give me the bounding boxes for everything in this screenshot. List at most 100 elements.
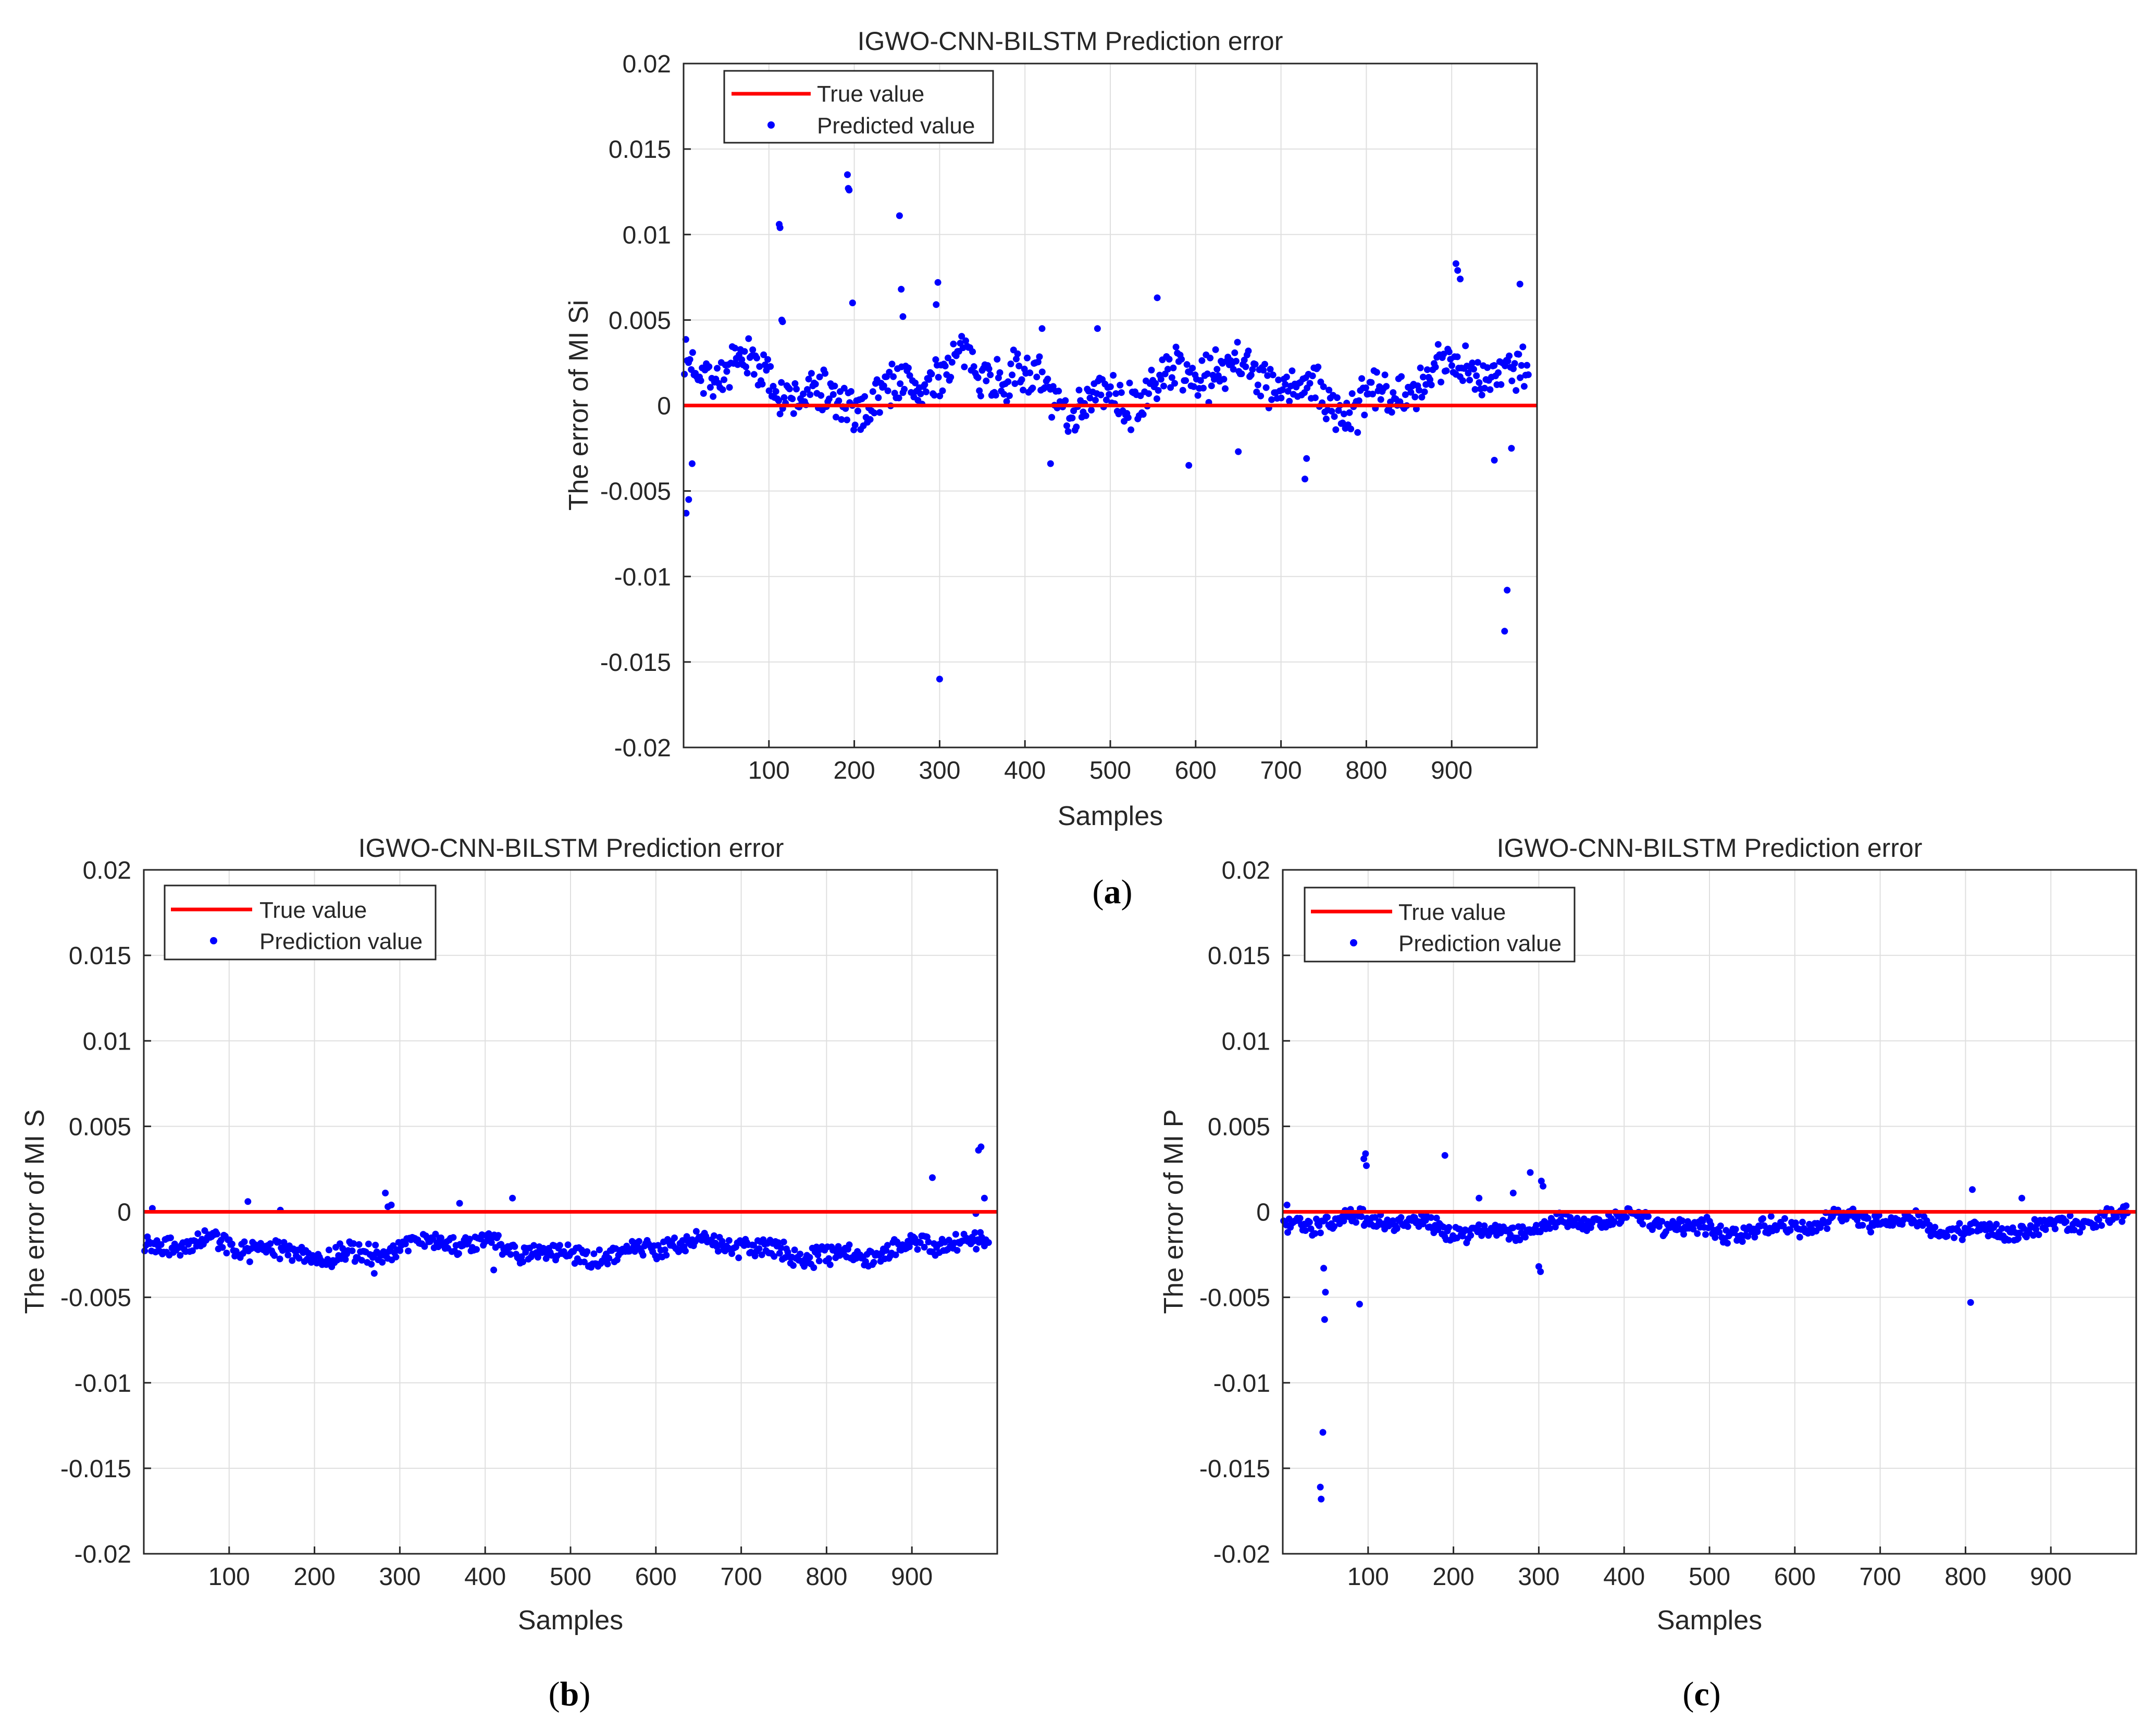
- data-point: [295, 1255, 303, 1262]
- data-point: [246, 1258, 253, 1265]
- data-point: [759, 380, 766, 388]
- data-point: [1998, 1225, 2005, 1232]
- y-tick-label: -0.02: [75, 1541, 131, 1568]
- data-point: [1358, 1213, 1365, 1220]
- data-point: [1009, 371, 1016, 379]
- data-point: [244, 1198, 252, 1205]
- data-point: [1166, 356, 1173, 363]
- data-point: [1457, 276, 1464, 283]
- x-axis-label: Samples: [1058, 801, 1163, 831]
- data-point: [604, 1261, 611, 1268]
- data-point: [1459, 377, 1466, 384]
- legend-point-swatch: [1350, 939, 1357, 946]
- data-point: [2076, 1229, 2084, 1236]
- y-tick-label: 0.015: [69, 942, 131, 970]
- data-point: [1383, 383, 1390, 390]
- data-point: [777, 1244, 785, 1252]
- y-tick-labels: -0.02 -0.015 -0.01 -0.005 0 0.005 0.01 0…: [60, 857, 131, 1568]
- data-point: [1362, 384, 1369, 392]
- data-point: [921, 1243, 928, 1251]
- data-point: [1000, 391, 1008, 398]
- x-tick-label: 200: [1433, 1563, 1474, 1591]
- data-point: [1476, 1194, 1483, 1202]
- data-point: [556, 1242, 563, 1249]
- data-point: [1993, 1220, 2000, 1228]
- data-point: [437, 1234, 444, 1241]
- data-point: [368, 1261, 375, 1268]
- data-point: [948, 359, 956, 366]
- data-point: [1322, 415, 1330, 422]
- y-tick-label: 0.02: [83, 857, 131, 884]
- data-point: [1754, 1228, 1761, 1236]
- data-point: [2092, 1224, 2100, 1230]
- data-point: [935, 373, 942, 381]
- data-point: [1471, 386, 1479, 393]
- data-point: [1504, 357, 1511, 365]
- data-point: [1454, 353, 1461, 360]
- data-point: [1321, 1316, 1328, 1323]
- data-point: [726, 384, 733, 391]
- data-point: [1767, 1213, 1775, 1220]
- data-point: [1311, 394, 1319, 402]
- data-point: [838, 416, 845, 423]
- data-point: [1824, 1225, 1831, 1232]
- data-point: [1278, 394, 1285, 402]
- data-point: [1309, 372, 1316, 380]
- data-point: [770, 383, 777, 390]
- data-point: [780, 1238, 787, 1245]
- data-point: [904, 364, 912, 371]
- data-point: [564, 1241, 572, 1249]
- data-point: [1520, 383, 1528, 390]
- data-point: [1167, 384, 1174, 391]
- data-point: [194, 1230, 202, 1237]
- data-point: [1523, 361, 1531, 369]
- data-point: [2071, 1226, 2078, 1233]
- data-point: [1055, 388, 1062, 395]
- chart-panel-a: IGWO-CNN-BILSTM Prediction error -0.02 -…: [564, 27, 1538, 911]
- data-point: [1348, 390, 1356, 397]
- data-point: [1325, 386, 1333, 394]
- data-point: [776, 1250, 783, 1257]
- data-point: [1339, 419, 1346, 427]
- data-point: [1047, 460, 1054, 467]
- data-point: [534, 1254, 541, 1261]
- data-point: [1107, 383, 1114, 390]
- data-point: [764, 356, 771, 363]
- data-point: [1006, 392, 1013, 400]
- data-point: [1358, 375, 1366, 382]
- data-point: [1062, 397, 1069, 404]
- data-point: [753, 354, 760, 361]
- data-point: [1306, 380, 1314, 387]
- x-tick-label: 100: [748, 757, 790, 784]
- data-point: [744, 369, 751, 377]
- y-tick-label: -0.015: [600, 649, 671, 677]
- x-tick-label: 500: [550, 1563, 591, 1591]
- data-point: [2120, 1203, 2127, 1211]
- data-point: [969, 348, 976, 355]
- data-point: [723, 368, 730, 375]
- data-point: [1024, 354, 1031, 361]
- data-point: [167, 1234, 174, 1241]
- data-point: [1222, 385, 1229, 392]
- data-point: [1106, 391, 1113, 398]
- data-point: [2005, 1237, 2012, 1244]
- x-tick-label: 900: [2030, 1563, 2072, 1591]
- data-point: [473, 1246, 480, 1253]
- data-point: [1112, 390, 1120, 397]
- data-point: [790, 1262, 797, 1269]
- data-point: [950, 340, 957, 347]
- data-point: [1020, 386, 1027, 394]
- y-tick-label: -0.01: [75, 1370, 131, 1398]
- data-point: [767, 363, 774, 370]
- data-point: [379, 1258, 386, 1266]
- data-point: [228, 1240, 236, 1248]
- data-point: [933, 301, 940, 308]
- data-point: [1118, 389, 1125, 396]
- legend-label-predicted: Predicted value: [817, 113, 975, 139]
- data-point: [807, 391, 814, 398]
- data-point: [790, 410, 797, 417]
- data-point: [2015, 1234, 2022, 1242]
- data-point: [177, 1252, 184, 1259]
- x-tick-label: 800: [806, 1563, 847, 1591]
- data-point: [1254, 381, 1261, 389]
